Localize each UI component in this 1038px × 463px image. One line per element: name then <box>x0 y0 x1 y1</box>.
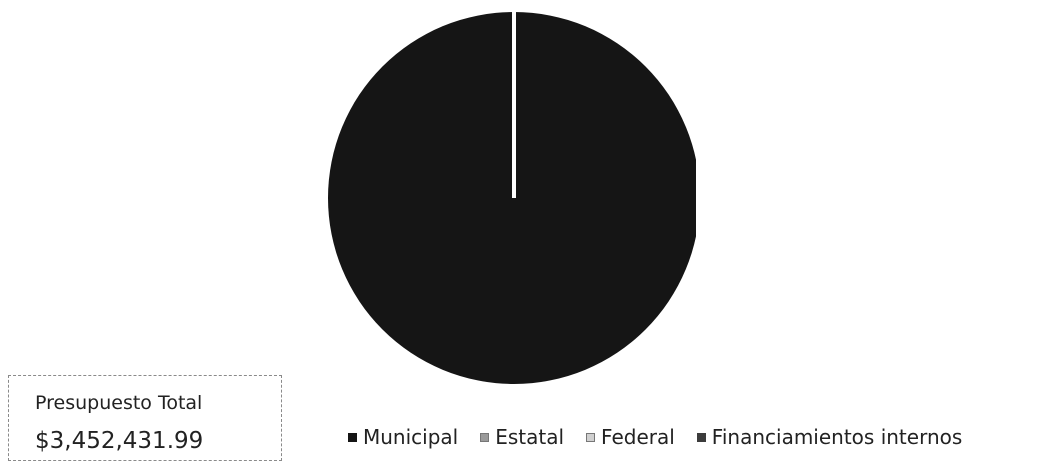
legend-item-estatal: Estatal <box>480 425 564 449</box>
chart-legend: Municipal Estatal Federal Financiamiento… <box>348 421 962 453</box>
legend-label-federal: Federal <box>601 425 675 449</box>
legend-swatch-estatal <box>480 432 490 442</box>
legend-item-federal: Federal <box>586 425 675 449</box>
legend-swatch-municipal <box>348 432 357 442</box>
legend-item-municipal: Municipal <box>348 425 458 449</box>
total-budget-label: Presupuesto Total <box>35 392 203 414</box>
legend-label-financiamientos-internos: Financiamientos internos <box>711 425 963 449</box>
total-budget-box: Presupuesto Total $3,452,431.99 <box>8 375 282 461</box>
legend-swatch-federal <box>586 432 596 442</box>
pie-chart <box>328 4 696 384</box>
legend-label-estatal: Estatal <box>495 425 565 449</box>
legend-item-financiamientos-internos: Financiamientos internos <box>696 425 963 449</box>
legend-swatch-financiamientos-internos <box>696 432 706 442</box>
total-budget-value: $3,452,431.99 <box>35 428 204 454</box>
legend-label-municipal: Municipal <box>363 425 459 449</box>
